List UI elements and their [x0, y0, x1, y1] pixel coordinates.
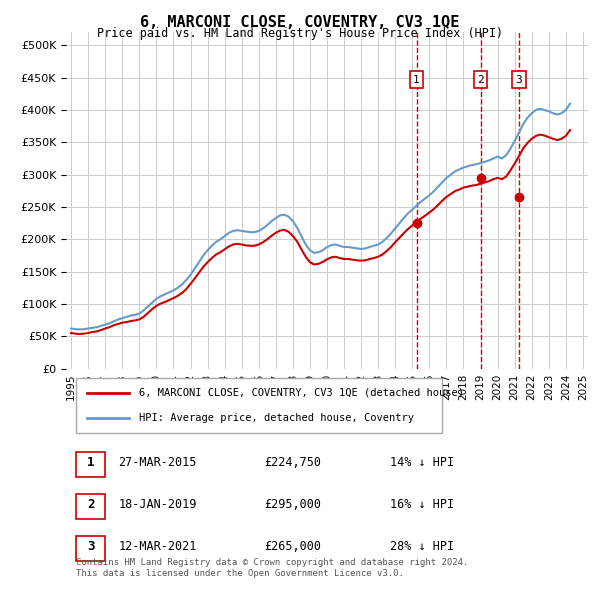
Text: 27-MAR-2015: 27-MAR-2015 [118, 455, 197, 469]
FancyBboxPatch shape [76, 536, 105, 561]
Text: 6, MARCONI CLOSE, COVENTRY, CV3 1QE: 6, MARCONI CLOSE, COVENTRY, CV3 1QE [140, 15, 460, 30]
Text: Contains HM Land Registry data © Crown copyright and database right 2024.
This d: Contains HM Land Registry data © Crown c… [76, 558, 469, 578]
Text: 12-MAR-2021: 12-MAR-2021 [118, 540, 197, 553]
Text: 3: 3 [87, 540, 94, 553]
Text: HPI: Average price, detached house, Coventry: HPI: Average price, detached house, Cove… [139, 413, 414, 423]
Text: 1: 1 [413, 74, 420, 84]
Text: 1: 1 [87, 455, 94, 469]
Text: 18-JAN-2019: 18-JAN-2019 [118, 498, 197, 511]
Text: 28% ↓ HPI: 28% ↓ HPI [389, 540, 454, 553]
Text: £295,000: £295,000 [265, 498, 322, 511]
Text: £224,750: £224,750 [265, 455, 322, 469]
Text: 2: 2 [477, 74, 484, 84]
FancyBboxPatch shape [76, 494, 105, 519]
Text: 16% ↓ HPI: 16% ↓ HPI [389, 498, 454, 511]
FancyBboxPatch shape [76, 452, 105, 477]
Text: 14% ↓ HPI: 14% ↓ HPI [389, 455, 454, 469]
Text: 3: 3 [515, 74, 522, 84]
Text: 2: 2 [87, 498, 94, 511]
Text: 6, MARCONI CLOSE, COVENTRY, CV3 1QE (detached house): 6, MARCONI CLOSE, COVENTRY, CV3 1QE (det… [139, 388, 464, 398]
Text: Price paid vs. HM Land Registry's House Price Index (HPI): Price paid vs. HM Land Registry's House … [97, 27, 503, 40]
Text: £265,000: £265,000 [265, 540, 322, 553]
FancyBboxPatch shape [76, 378, 442, 433]
